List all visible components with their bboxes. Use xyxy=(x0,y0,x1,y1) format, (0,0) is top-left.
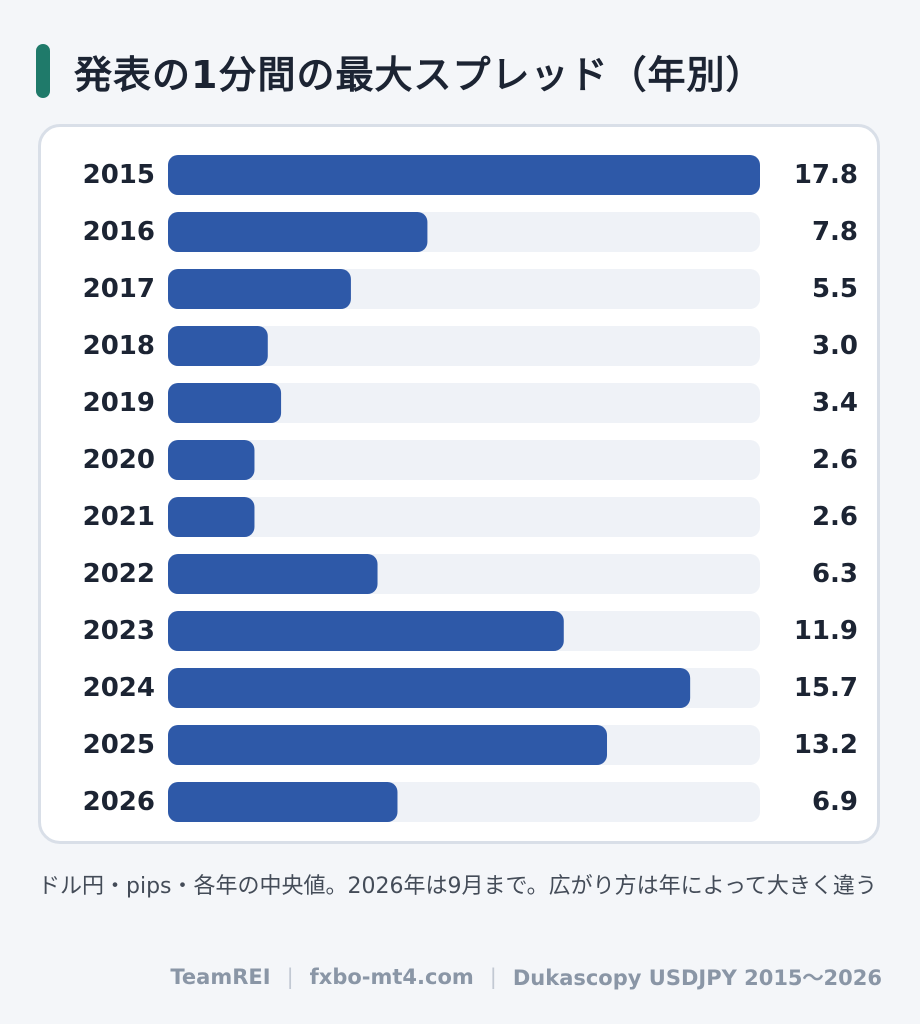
bar-chart: 2015 17.8 2016 7.8 2017 5.5 2018 3.0 2019 3.4 2020… xyxy=(83,155,858,822)
bar-2023 xyxy=(168,611,564,651)
bar-2018 xyxy=(168,326,268,366)
bar-2026 xyxy=(168,782,398,822)
bar-2020 xyxy=(168,440,255,480)
value-label: 7.8 xyxy=(812,217,858,247)
bar-2017 xyxy=(168,269,351,309)
category-label: 2022 xyxy=(83,559,155,589)
bar-2022 xyxy=(168,554,378,594)
value-label: 6.9 xyxy=(812,787,858,817)
bar-track xyxy=(168,497,760,537)
title-row: 発表の1分間の最大スプレッド（年別） xyxy=(36,42,764,100)
bar-2021 xyxy=(168,497,255,537)
footer-separator: | xyxy=(489,965,497,989)
bar-track xyxy=(168,326,760,366)
category-label: 2019 xyxy=(83,388,155,418)
category-label: 2018 xyxy=(83,331,155,361)
category-label: 2023 xyxy=(83,616,155,646)
value-label: 5.5 xyxy=(812,274,858,304)
footer: TeamREI | fxbo-mt4.com | Dukascopy USDJP… xyxy=(170,962,882,992)
value-label: 2.6 xyxy=(812,502,858,532)
value-label: 3.4 xyxy=(812,388,858,418)
category-label: 2020 xyxy=(83,445,155,475)
bar-2015 xyxy=(168,155,760,195)
value-label: 3.0 xyxy=(812,331,858,361)
value-label: 15.7 xyxy=(794,673,858,703)
title-accent-bar xyxy=(36,44,50,98)
footer-site: fxbo-mt4.com xyxy=(309,965,474,989)
category-label: 2021 xyxy=(83,502,155,532)
bar-2025 xyxy=(168,725,608,765)
bar-track xyxy=(168,383,760,423)
footer-author: TeamREI xyxy=(170,965,271,989)
bar-2019 xyxy=(168,383,282,423)
bar-track xyxy=(168,440,760,480)
footer-source: Dukascopy USDJPY 2015〜2026 xyxy=(512,966,882,990)
chart-card: 2015 17.8 2016 7.8 2017 5.5 2018 3.0 2019 3.4 2020… xyxy=(38,124,880,844)
value-label: 11.9 xyxy=(794,616,858,646)
chart-title: 発表の1分間の最大スプレッド（年別） xyxy=(74,52,765,97)
category-label: 2016 xyxy=(83,217,155,247)
value-label: 13.2 xyxy=(794,730,858,760)
category-label: 2024 xyxy=(83,673,155,703)
footer-separator: | xyxy=(286,965,294,989)
category-label: 2026 xyxy=(83,787,155,817)
category-label: 2017 xyxy=(83,274,155,304)
value-label: 2.6 xyxy=(812,445,858,475)
bar-2024 xyxy=(168,668,691,708)
category-label: 2015 xyxy=(83,160,155,190)
value-label: 6.3 xyxy=(812,559,858,589)
category-label: 2025 xyxy=(83,730,155,760)
bar-2016 xyxy=(168,212,428,252)
chart-note: ドル円・pips・各年の中央値。2026年は9月まで。広がり方は年によって大きく… xyxy=(38,874,877,899)
value-label: 17.8 xyxy=(794,160,858,190)
